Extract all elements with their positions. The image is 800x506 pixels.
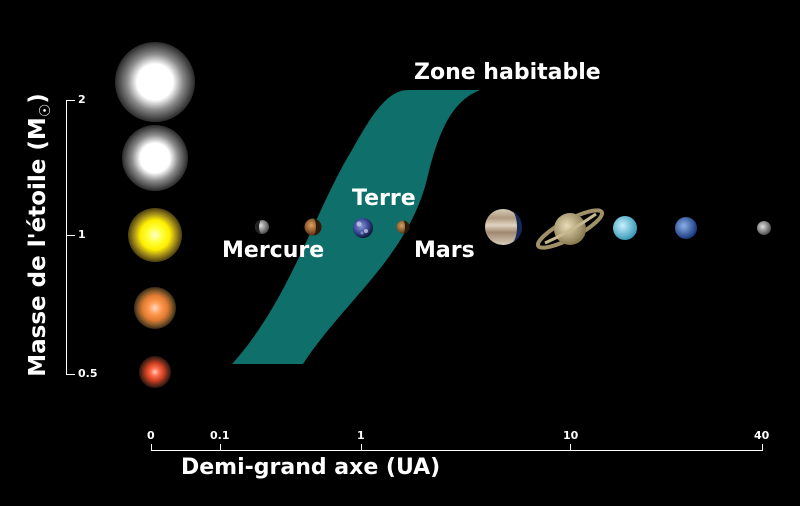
star-0-75-icon [134, 287, 176, 329]
mercury-icon [255, 220, 269, 234]
jupiter-icon [485, 209, 523, 245]
x-axis [151, 444, 763, 451]
x-tick-label: 1 [357, 429, 365, 442]
y-axis-title-end: ) [25, 93, 51, 104]
y-axis-title: Masse de l'étoile (M☉) [25, 93, 54, 377]
pluto-icon [757, 221, 771, 235]
mars-label: Mars [414, 238, 475, 263]
saturn-icon [535, 208, 605, 250]
venus-icon [304, 218, 322, 236]
mars-icon [396, 220, 410, 234]
y-axis [66, 100, 75, 375]
y-tick-label: 0.5 [78, 367, 98, 380]
y-tick-label: 1 [78, 228, 86, 241]
star-1-6-icon [122, 125, 188, 191]
neptune-icon [675, 217, 697, 239]
x-tick-label: 10 [563, 429, 579, 442]
mercury-label: Mercure [222, 238, 325, 263]
star-0-5-icon [139, 356, 171, 388]
star-2-0-icon [115, 42, 195, 122]
earth-icon [353, 218, 373, 238]
earth-label: Terre [352, 186, 416, 211]
star-1-0-icon [128, 208, 182, 262]
y-tick-label: 2 [78, 93, 86, 106]
zone-label: Zone habitable [414, 60, 601, 85]
x-tick-label: 40 [754, 429, 770, 442]
uranus-icon [613, 216, 637, 240]
y-axis-title-main: Masse de l'étoile (M [25, 117, 51, 377]
x-tick-label: 0.1 [210, 429, 230, 442]
x-tick-label: 0 [147, 429, 155, 442]
sun-symbol: ☉ [36, 103, 54, 118]
x-axis-title: Demi-grand axe (UA) [181, 455, 441, 480]
